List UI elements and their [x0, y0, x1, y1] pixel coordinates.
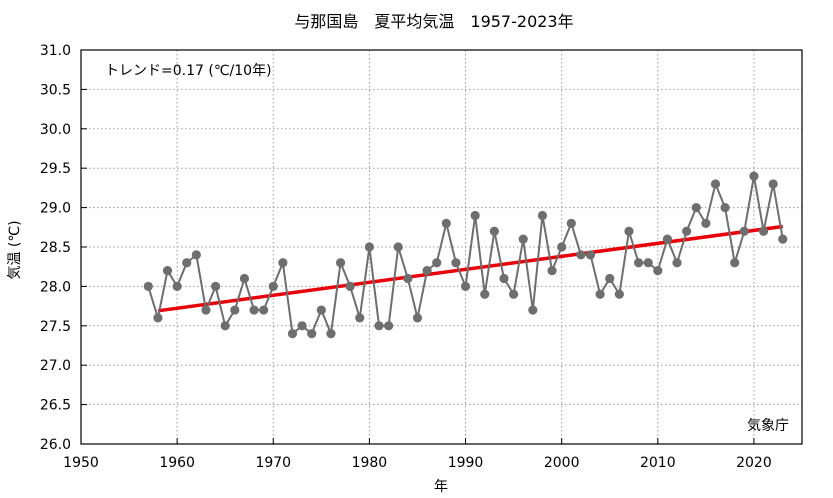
data-point	[528, 305, 538, 315]
trend-annotation: トレンド=0.17 (℃/10年)	[105, 63, 272, 79]
data-point	[768, 179, 778, 189]
data-point	[730, 258, 740, 268]
data-point	[422, 266, 432, 276]
y-tick-label: 28.5	[40, 240, 71, 256]
x-tick-label: 2000	[544, 455, 580, 471]
data-point	[172, 281, 182, 291]
x-tick-label: 1950	[63, 455, 99, 471]
data-point	[614, 289, 624, 299]
data-point	[595, 289, 605, 299]
data-point	[249, 305, 259, 315]
data-point	[518, 234, 528, 244]
data-point	[143, 281, 153, 291]
data-point	[297, 321, 307, 331]
y-tick-label: 26.0	[40, 437, 71, 453]
y-tick-label: 31.0	[40, 43, 71, 59]
data-point	[547, 266, 557, 276]
data-point	[403, 273, 413, 284]
y-tick-label: 26.5	[40, 398, 71, 414]
data-point	[653, 266, 663, 276]
y-tick-label: 30.5	[40, 82, 71, 98]
data-point	[662, 234, 673, 244]
y-tick-label: 29.5	[40, 161, 71, 177]
data-point	[374, 321, 384, 331]
data-point	[316, 305, 326, 315]
data-point	[499, 273, 509, 284]
data-point	[162, 266, 173, 276]
data-point	[710, 179, 721, 189]
data-point	[355, 313, 365, 323]
data-point	[345, 281, 355, 291]
series-layer	[143, 171, 788, 339]
data-point	[191, 250, 201, 260]
data-point	[624, 226, 634, 236]
x-tick-label: 1970	[255, 455, 291, 471]
x-tick-label: 1980	[352, 455, 388, 471]
data-point	[364, 242, 374, 252]
x-tick-label: 1960	[159, 455, 195, 471]
source-label: 気象庁	[747, 418, 789, 434]
data-point	[701, 218, 711, 228]
data-point	[576, 250, 586, 260]
data-point	[335, 258, 346, 268]
data-point	[201, 305, 211, 315]
data-point	[585, 250, 596, 260]
data-point	[633, 258, 644, 268]
data-point	[153, 313, 163, 323]
data-point	[230, 305, 240, 315]
data-point	[778, 234, 788, 244]
data-point	[268, 281, 278, 291]
data-point	[605, 273, 615, 284]
data-point	[278, 258, 288, 268]
data-point	[451, 258, 461, 268]
y-axis-label: 気温 (℃)	[7, 220, 23, 279]
data-point	[326, 329, 336, 339]
data-point	[259, 305, 269, 315]
trend-line	[157, 224, 784, 313]
data-point	[720, 203, 730, 213]
y-tick-label: 27.5	[40, 319, 71, 335]
data-point	[441, 218, 451, 228]
data-point	[307, 329, 317, 339]
data-point	[182, 258, 192, 268]
data-point	[566, 218, 576, 228]
x-tick-label: 2010	[640, 455, 676, 471]
data-point	[672, 258, 682, 268]
trend-layer	[157, 224, 784, 313]
data-point	[287, 329, 298, 339]
y-tick-label: 30.0	[40, 122, 71, 138]
data-point	[691, 203, 701, 213]
data-point	[470, 210, 480, 221]
data-point	[480, 289, 490, 299]
data-point	[739, 226, 749, 236]
data-point	[393, 242, 403, 252]
data-point	[239, 273, 250, 284]
chart-title: 与那国島 夏平均気温 1957-2023年	[294, 12, 573, 31]
data-point	[412, 313, 423, 323]
data-point	[749, 171, 759, 181]
data-point	[432, 258, 442, 268]
x-axis-label: 年	[434, 479, 448, 495]
y-tick-label: 29.0	[40, 201, 71, 217]
data-point	[384, 321, 394, 331]
data-point	[557, 242, 567, 252]
data-point	[682, 226, 692, 236]
data-point	[220, 321, 230, 331]
y-tick-label: 28.0	[40, 279, 71, 295]
data-point	[210, 281, 221, 291]
data-point	[643, 258, 653, 268]
axis-ticks: 1950 1960 1970 1980 1990 2000 2010 2020 26.0 26.5…	[40, 43, 772, 471]
x-tick-label: 2020	[736, 455, 772, 471]
data-point	[489, 226, 499, 236]
y-tick-label: 27.0	[40, 358, 71, 374]
data-point	[758, 226, 769, 236]
data-point	[460, 281, 471, 291]
data-point	[537, 210, 548, 221]
data-point	[508, 289, 519, 299]
x-tick-label: 1990	[448, 455, 484, 471]
